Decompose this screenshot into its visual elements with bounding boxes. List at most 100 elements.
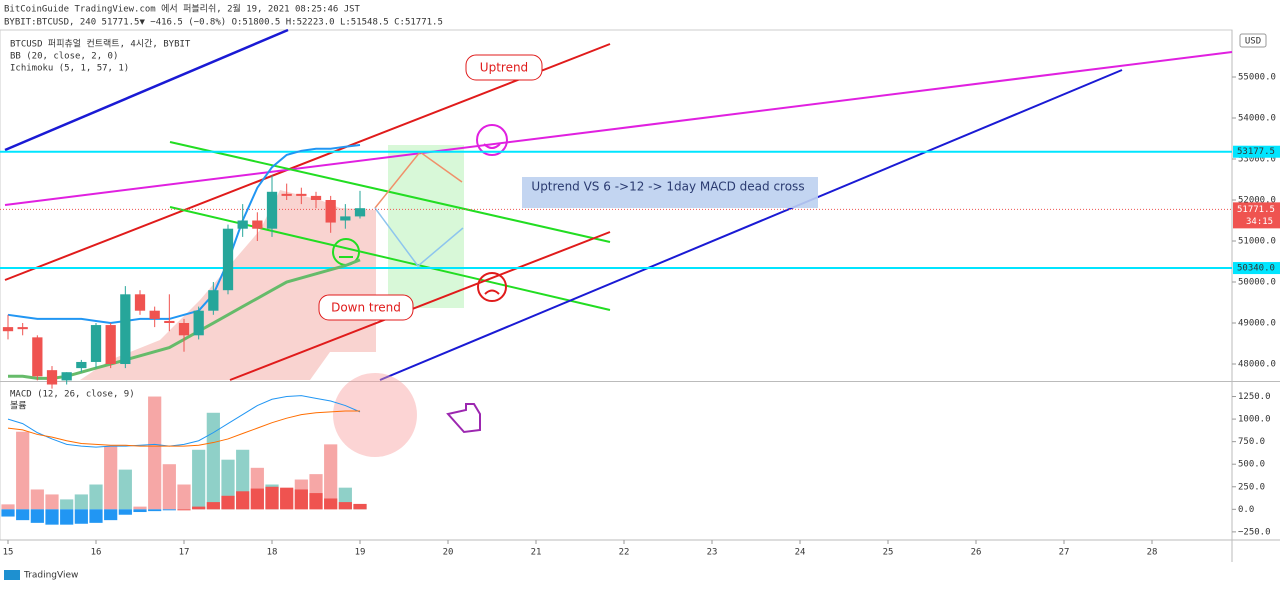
histogram-bar: [30, 509, 44, 523]
y-tick-label: 48000.0: [1238, 360, 1276, 370]
histogram-bar: [294, 489, 308, 510]
histogram-bar: [60, 509, 74, 525]
candle-body: [340, 216, 351, 221]
y-tick-label: 52000.0: [1238, 195, 1276, 205]
y-tick-label: 0.0: [1238, 505, 1254, 515]
histogram-bar: [192, 506, 206, 510]
x-tick-label: 21: [531, 548, 542, 558]
histogram-bar: [353, 503, 367, 510]
currency-badge: [1239, 33, 1267, 48]
candle-body: [149, 310, 160, 319]
smiley: [476, 124, 508, 156]
symbol-line: BYBIT:BTCUSD, 240 51771.5▼ −416.5 (−0.8%…: [4, 18, 443, 28]
y-tick-label: −250.0: [1238, 527, 1271, 537]
volume-bar: [118, 469, 132, 510]
candle-body: [105, 325, 116, 365]
candle-body: [17, 327, 28, 330]
legend-entry: BTCUSD 퍼피츄얼 컨트랙트, 4시간, BYBIT: [10, 39, 191, 50]
signal-line: [7, 410, 361, 447]
footer: TradingView: [23, 571, 78, 581]
histogram-bar: [148, 509, 162, 512]
trendline: [229, 231, 611, 381]
volume-bar: [324, 444, 338, 510]
arrow: [374, 207, 464, 268]
sad-mouth: [484, 289, 500, 295]
trendline: [4, 28, 289, 152]
x-tick-label: 26: [971, 548, 982, 558]
histogram-bar: [265, 486, 279, 510]
y-tick-label: 51000.0: [1238, 237, 1276, 247]
trendline: [4, 43, 611, 281]
candle-body: [310, 195, 322, 200]
pane-legend: 볼륨: [10, 401, 27, 412]
highlight-circle: [333, 373, 417, 457]
histogram-bar: [133, 509, 147, 513]
price-badge-label: 51771.5: [1237, 205, 1275, 215]
candle-body: [46, 370, 58, 385]
trendline: [169, 141, 611, 243]
volume-bar: [45, 494, 59, 510]
y-tick-label: 49000.0: [1238, 319, 1276, 329]
candle-body: [61, 372, 72, 381]
pane-legend: MACD (12, 26, close, 9): [10, 390, 135, 400]
x-tick-label: 24: [795, 548, 806, 558]
histogram-bar: [309, 493, 323, 510]
volume-bar: [148, 396, 162, 510]
indicator-line: [7, 144, 361, 325]
x-tick-label: 15: [3, 548, 14, 558]
x-tick-label: 20: [443, 548, 454, 558]
y-tick-label: 53000.0: [1238, 154, 1276, 164]
candle-body: [164, 320, 175, 324]
x-tick-label: 22: [619, 548, 630, 558]
candle-body: [208, 290, 219, 311]
logo: [4, 570, 20, 580]
header-title: BitCoinGuide TradingView.com 에서 퍼블리쉬, 2월…: [4, 3, 361, 15]
drawings: [0, 28, 1233, 457]
volume-bar: [133, 506, 147, 510]
candle-body: [354, 208, 366, 217]
price-badge-label: 53177.5: [1237, 147, 1275, 157]
candle-body: [193, 310, 204, 336]
histogram-bar: [324, 498, 338, 510]
countdown: 34:15: [1246, 217, 1273, 227]
y-tick-label: 500.0: [1238, 460, 1265, 470]
histogram-bar: [162, 509, 176, 511]
histogram-bar: [206, 502, 220, 510]
price-badge: [1233, 145, 1280, 158]
legend-entry: BB (20, close, 2, 0): [10, 52, 118, 62]
candle-body: [120, 294, 131, 365]
candle-body: [281, 193, 292, 196]
callout: [318, 294, 414, 321]
y-tick-label: 1000.0: [1238, 415, 1271, 425]
volume-bar: [1, 504, 15, 510]
histogram-bar: [104, 509, 118, 521]
price-badge: [1233, 202, 1280, 229]
histogram-bar: [118, 509, 132, 515]
candle-body: [32, 337, 43, 377]
volume-bar: [16, 431, 30, 510]
y-tick-label: 750.0: [1238, 437, 1265, 447]
x-tick-label: 19: [355, 548, 366, 558]
x-tick-label: 27: [1059, 548, 1070, 558]
candle-body: [237, 220, 248, 229]
y-tick-label: 55000.0: [1238, 72, 1276, 82]
legend-entry: Ichimoku (5, 1, 57, 1): [10, 64, 129, 74]
annotation: Uptrend: [480, 61, 528, 75]
y-tick-label: 54000.0: [1238, 113, 1276, 123]
smiley-mouth: [483, 143, 501, 149]
macd-line: [7, 395, 361, 448]
histogram-bar: [338, 502, 352, 510]
pane-border: [0, 29, 1233, 541]
trendline: [379, 69, 1123, 381]
y-tick-label: 250.0: [1238, 482, 1265, 492]
volume-bar: [89, 484, 103, 510]
candle-body: [90, 325, 102, 362]
x-tick-label: 28: [1147, 548, 1158, 558]
x-tick-label: 17: [179, 548, 190, 558]
volume-bar: [74, 494, 88, 510]
volume-bar: [104, 446, 118, 510]
candle-body: [266, 191, 278, 229]
x-tick-label: 16: [91, 548, 102, 558]
histogram-bar: [221, 495, 235, 510]
